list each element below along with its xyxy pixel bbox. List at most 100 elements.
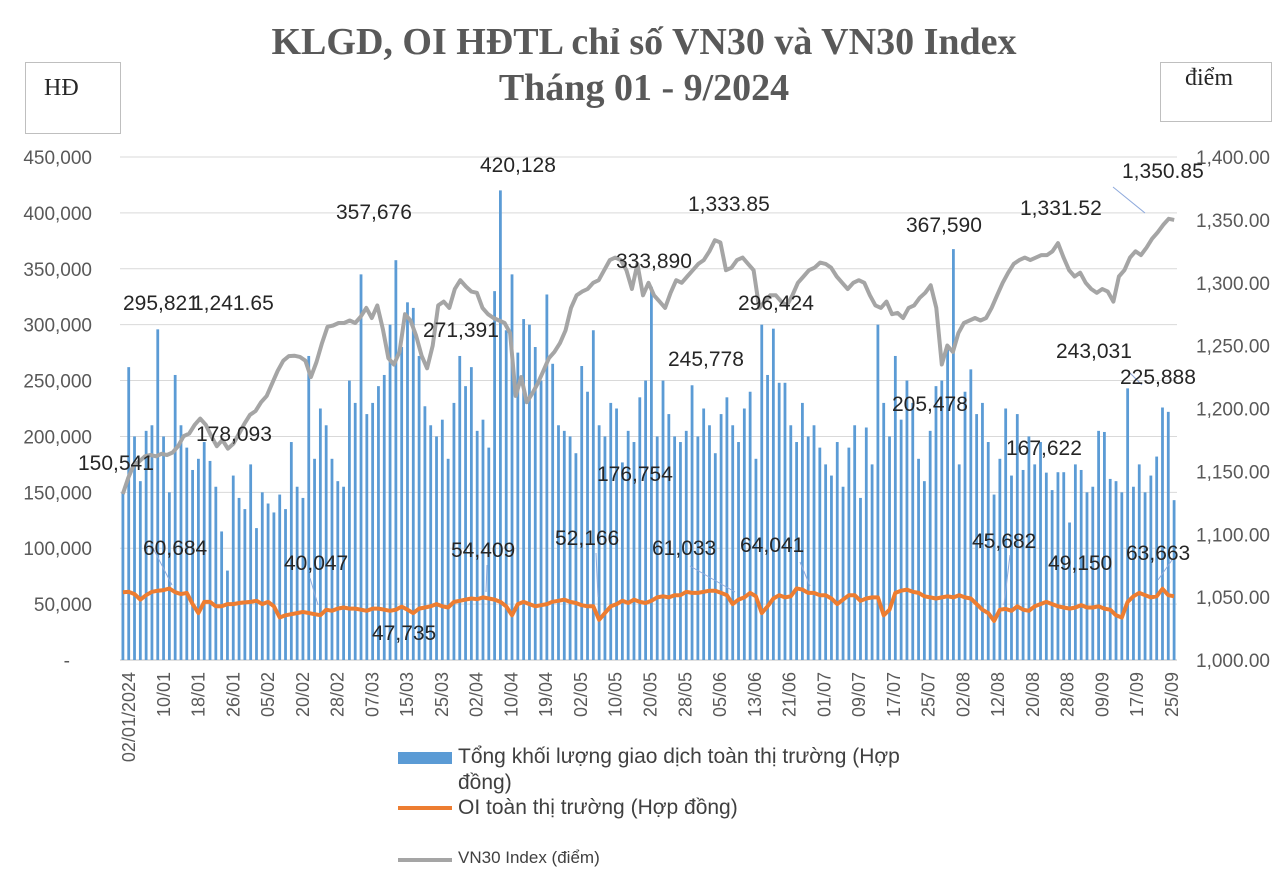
x-tick-label: 02/01/2024 [119, 672, 139, 762]
volume-bar [940, 380, 944, 660]
volume-bar [487, 447, 491, 660]
volume-bar [981, 402, 984, 660]
volume-bar [1149, 475, 1153, 660]
oi-line [122, 586, 1175, 623]
x-tick-label: 10/05 [606, 672, 626, 717]
annotation-leader [689, 565, 736, 593]
volume-bar [568, 436, 572, 660]
volume-bar [324, 425, 328, 660]
left-tick-label: 400,000 [23, 204, 92, 225]
volume-bar [1050, 490, 1054, 660]
left-tick-label: 100,000 [23, 539, 92, 560]
right-tick-label: 1,400.00 [1196, 148, 1270, 169]
annotation-leader [1157, 559, 1173, 581]
volume-bar [220, 531, 224, 660]
volume-bar [684, 430, 688, 660]
volume-bar [1056, 472, 1060, 660]
x-tick-label: 21/06 [780, 672, 800, 717]
volume-bar [1120, 492, 1124, 660]
volume-bar [597, 425, 601, 660]
volume-bar [870, 464, 874, 660]
volume-bar [1010, 475, 1013, 660]
volume-bar [644, 380, 647, 660]
annotation-leader [1003, 554, 1011, 606]
right-tick-label: 1,000.00 [1196, 651, 1270, 672]
volume-bar [1143, 492, 1147, 660]
x-tick-label: 26/01 [223, 672, 243, 717]
volume-bar [1044, 472, 1048, 660]
volume-bar [777, 382, 781, 660]
volume-bar [713, 453, 717, 660]
volume-bar [963, 391, 967, 660]
volume-bar [812, 425, 816, 660]
volume-bar [992, 494, 996, 660]
volume-bar [655, 436, 659, 660]
x-tick-label: 09/09 [1093, 672, 1113, 717]
data-label: 1,241.65 [192, 292, 274, 315]
right-unit-box: điểm [1160, 62, 1272, 122]
data-label: 45,682 [972, 530, 1036, 553]
left-tick-label: 200,000 [23, 427, 92, 448]
volume-bar [510, 274, 514, 660]
x-tick-label: 05/06 [710, 672, 730, 717]
right-tick-label: 1,250.00 [1196, 337, 1270, 358]
x-tick-label: 25/03 [432, 672, 452, 717]
x-tick-label: 28/08 [1058, 672, 1078, 717]
x-tick-label: 20/05 [641, 672, 661, 717]
volume-bar [1062, 472, 1066, 660]
volume-bar [719, 414, 723, 660]
volume-bar [1097, 430, 1100, 660]
volume-bar [458, 355, 462, 660]
volume-bar [742, 408, 746, 660]
right-tick-label: 1,200.00 [1196, 400, 1270, 421]
volume-bar [144, 430, 148, 660]
volume-bar [957, 464, 961, 660]
volume-bar [516, 352, 520, 660]
volume-bar [400, 347, 404, 660]
x-tick-label: 20/08 [1023, 672, 1043, 717]
volume-bar [586, 391, 589, 660]
volume-bar [661, 380, 665, 660]
volume-bar [696, 436, 700, 660]
volume-bar [533, 347, 537, 660]
volume-bar [1161, 407, 1164, 660]
volume-bar [365, 414, 369, 660]
volume-bar [888, 436, 891, 660]
volume-bar [348, 380, 351, 660]
volume-bar [830, 475, 833, 660]
volume-bar [969, 369, 973, 660]
volume-bar [464, 386, 467, 660]
volume-bar [1004, 408, 1008, 660]
volume-bar [504, 330, 508, 660]
annotation-leader [1112, 186, 1146, 214]
volume-bar [1068, 522, 1071, 660]
data-label: 205,478 [892, 393, 968, 416]
volume-bar [545, 294, 549, 660]
volume-bar [673, 436, 677, 660]
volume-bar [725, 397, 729, 660]
data-label: 245,778 [668, 348, 744, 371]
volume-bar [551, 363, 555, 660]
volume-bar [214, 486, 218, 660]
volume-bar [737, 442, 740, 660]
volume-bar [905, 380, 909, 660]
data-label: 47,735 [372, 622, 436, 645]
x-tick-label: 01/07 [814, 672, 834, 717]
x-tick-label: 25/07 [919, 672, 939, 717]
volume-bar [202, 442, 206, 660]
volume-bar [580, 366, 584, 660]
volume-bar [626, 430, 630, 660]
x-tick-label: 12/08 [988, 672, 1008, 717]
vn30-index-line [120, 216, 1175, 495]
volume-bar [1091, 486, 1095, 660]
volume-bar [952, 249, 955, 660]
volume-bar [493, 291, 496, 660]
volume-bar [928, 430, 932, 660]
data-label: 61,033 [652, 537, 716, 560]
data-label: 357,676 [336, 201, 412, 224]
volume-bar [435, 436, 438, 660]
volume-bar [173, 374, 177, 660]
volume-bar [481, 419, 485, 660]
volume-bar [499, 190, 502, 660]
right-tick-label: 1,100.00 [1196, 525, 1270, 546]
